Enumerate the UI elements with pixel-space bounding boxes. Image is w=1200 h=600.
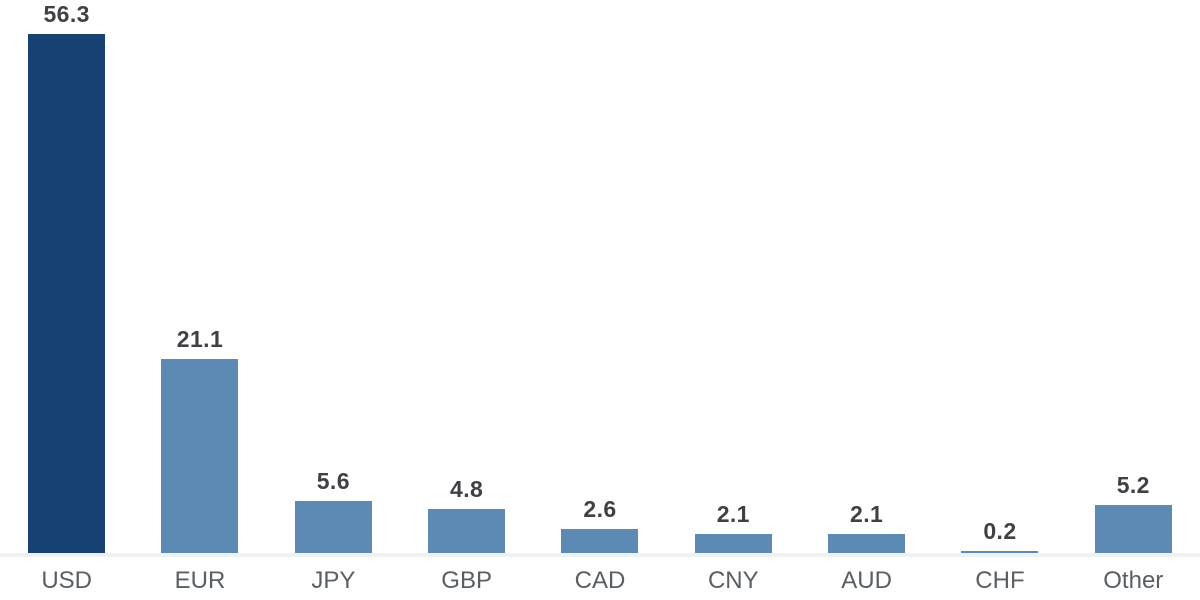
bar-column-aud: 2.1	[800, 0, 933, 553]
bar-value-label: 0.2	[983, 518, 1017, 544]
bar-column-cad: 2.6	[533, 0, 666, 553]
bar-value-label: 21.1	[176, 326, 224, 352]
bar-value-label: 5.6	[316, 468, 350, 494]
bar-column-other: 5.2	[1067, 0, 1200, 553]
bar-chf	[961, 551, 1039, 553]
bar-column-gbp: 4.8	[400, 0, 533, 553]
category-label-chf: CHF	[975, 567, 1025, 594]
x-axis-line	[0, 553, 1200, 557]
bar-usd	[28, 34, 106, 553]
bar-eur	[161, 359, 239, 553]
plot-area: 56.3 21.1 5.6 4.8 2.6 2.1 2.1 0.2 5.2	[0, 0, 1200, 553]
bar-value-label: 2.1	[716, 501, 750, 527]
bar-value-label: 2.6	[583, 496, 617, 522]
bar-column-usd: 56.3	[0, 0, 133, 553]
bar-column-jpy: 5.6	[267, 0, 400, 553]
bar-column-chf: 0.2	[933, 0, 1066, 553]
category-label-aud: AUD	[841, 567, 892, 594]
category-label-gbp: GBP	[441, 567, 492, 594]
bar-jpy	[294, 501, 372, 553]
category-label-usd: USD	[41, 567, 92, 594]
bar-value-label: 4.8	[450, 476, 484, 502]
bar-other	[1094, 505, 1172, 553]
bar-column-eur: 21.1	[133, 0, 266, 553]
category-label-eur: EUR	[174, 567, 226, 594]
category-label-cad: CAD	[574, 567, 626, 594]
bar-cny	[694, 534, 772, 553]
bar-aud	[828, 534, 906, 553]
category-label-jpy: JPY	[311, 567, 356, 594]
category-label-other: Other	[1103, 567, 1164, 594]
bar-value-label: 5.2	[1116, 472, 1150, 498]
bar-gbp	[428, 509, 506, 553]
category-label-cny: CNY	[707, 567, 759, 594]
bar-cad	[561, 529, 639, 553]
bar-column-cny: 2.1	[667, 0, 800, 553]
bar-value-label: 56.3	[43, 1, 90, 27]
bar-value-label: 2.1	[850, 501, 884, 527]
x-axis-labels-row: USD EUR JPY GBP CAD CNY AUD CHF Other	[0, 566, 1200, 596]
